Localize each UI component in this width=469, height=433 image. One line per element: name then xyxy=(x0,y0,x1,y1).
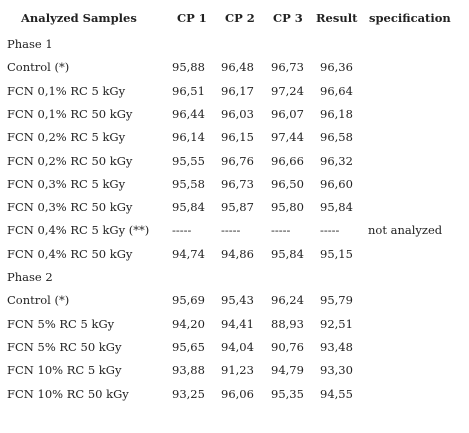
sample-name: FCN 0,3% RC 50 kGy xyxy=(7,200,133,215)
value-cell: 95,80 xyxy=(271,200,304,215)
sample-name: FCN 10% RC 50 kGy xyxy=(7,386,129,401)
value-cell: 95,58 xyxy=(172,176,205,191)
value-cell: 96,50 xyxy=(271,176,304,191)
value-cell: 97,24 xyxy=(271,83,304,98)
value-cell: 96,03 xyxy=(221,106,254,121)
value-cell: 95,84 xyxy=(320,200,353,215)
value-cell: 96,60 xyxy=(320,176,353,191)
sample-name: FCN 0,4% RC 5 kGy (**) xyxy=(7,223,150,238)
sample-name: Control (*) xyxy=(7,60,70,75)
value-cell: 95,65 xyxy=(172,339,205,354)
header-cell: CP 1 xyxy=(177,11,207,25)
sample-name: FCN 5% RC 50 kGy xyxy=(7,339,122,354)
value-cell: 91,23 xyxy=(221,363,254,378)
value-cell: 96,44 xyxy=(172,106,205,121)
value-cell: 97,44 xyxy=(271,130,304,145)
value-cell: 96,24 xyxy=(271,293,304,308)
value-cell: 95,35 xyxy=(271,386,304,401)
value-cell: 95,79 xyxy=(320,293,353,308)
value-cell: 95,88 xyxy=(172,60,205,75)
value-cell: 93,30 xyxy=(320,363,353,378)
value-cell: 96,48 xyxy=(221,60,254,75)
value-cell: 94,79 xyxy=(271,363,304,378)
value-cell: 94,86 xyxy=(221,246,254,261)
sample-name: FCN 0,4% RC 50 kGy xyxy=(7,246,133,261)
section-title: Phase 1 xyxy=(7,37,53,51)
header-cell: specification xyxy=(369,11,451,25)
value-cell: 96,58 xyxy=(320,130,353,145)
value-cell: 95,15 xyxy=(320,246,353,261)
value-cell: ----- xyxy=(221,223,241,238)
value-cell: ----- xyxy=(320,223,340,238)
value-cell: not analyzed xyxy=(368,223,443,238)
value-cell: 96,64 xyxy=(320,83,353,98)
header-cell: Result xyxy=(316,11,358,25)
sample-name: Control (*) xyxy=(7,293,70,308)
sample-name: FCN 0,2% RC 50 kGy xyxy=(7,153,133,168)
value-cell: 88,93 xyxy=(271,316,304,331)
value-cell: 94,04 xyxy=(221,339,254,354)
value-cell: 95,43 xyxy=(221,293,254,308)
value-cell: 95,87 xyxy=(221,200,254,215)
value-cell: 94,41 xyxy=(221,316,254,331)
value-cell: 96,17 xyxy=(221,83,254,98)
sample-name: FCN 0,1% RC 5 kGy xyxy=(7,83,126,98)
value-cell: 93,48 xyxy=(320,339,353,354)
header-cell: CP 3 xyxy=(273,11,303,25)
sample-name: FCN 0,3% RC 5 kGy xyxy=(7,176,126,191)
sample-name: FCN 0,2% RC 5 kGy xyxy=(7,130,126,145)
value-cell: 96,14 xyxy=(172,130,205,145)
value-cell: 96,66 xyxy=(271,153,304,168)
value-cell: 94,20 xyxy=(172,316,205,331)
value-cell: 96,73 xyxy=(271,60,304,75)
value-cell: 90,76 xyxy=(271,339,304,354)
value-cell: 95,69 xyxy=(172,293,205,308)
value-cell: 93,88 xyxy=(172,363,205,378)
value-cell: 94,55 xyxy=(320,386,353,401)
value-cell: 95,84 xyxy=(172,200,205,215)
value-cell: 96,07 xyxy=(271,106,304,121)
value-cell: 96,15 xyxy=(221,130,254,145)
value-cell: ----- xyxy=(172,223,192,238)
sample-name: FCN 0,1% RC 50 kGy xyxy=(7,106,133,121)
value-cell: 94,74 xyxy=(172,246,205,261)
value-cell: 95,55 xyxy=(172,153,205,168)
value-cell: 96,18 xyxy=(320,106,353,121)
header-cell: Analyzed Samples xyxy=(21,11,137,25)
value-cell: ----- xyxy=(271,223,291,238)
value-cell: 96,36 xyxy=(320,60,353,75)
value-cell: 96,06 xyxy=(221,386,254,401)
value-cell: 92,51 xyxy=(320,316,353,331)
value-cell: 95,84 xyxy=(271,246,304,261)
value-cell: 96,51 xyxy=(172,83,205,98)
value-cell: 93,25 xyxy=(172,386,205,401)
sample-name: FCN 5% RC 5 kGy xyxy=(7,316,115,331)
value-cell: 96,32 xyxy=(320,153,353,168)
section-title: Phase 2 xyxy=(7,270,53,284)
value-cell: 96,73 xyxy=(221,176,254,191)
header-cell: CP 2 xyxy=(225,11,255,25)
value-cell: 96,76 xyxy=(221,153,254,168)
sample-name: FCN 10% RC 5 kGy xyxy=(7,363,122,378)
